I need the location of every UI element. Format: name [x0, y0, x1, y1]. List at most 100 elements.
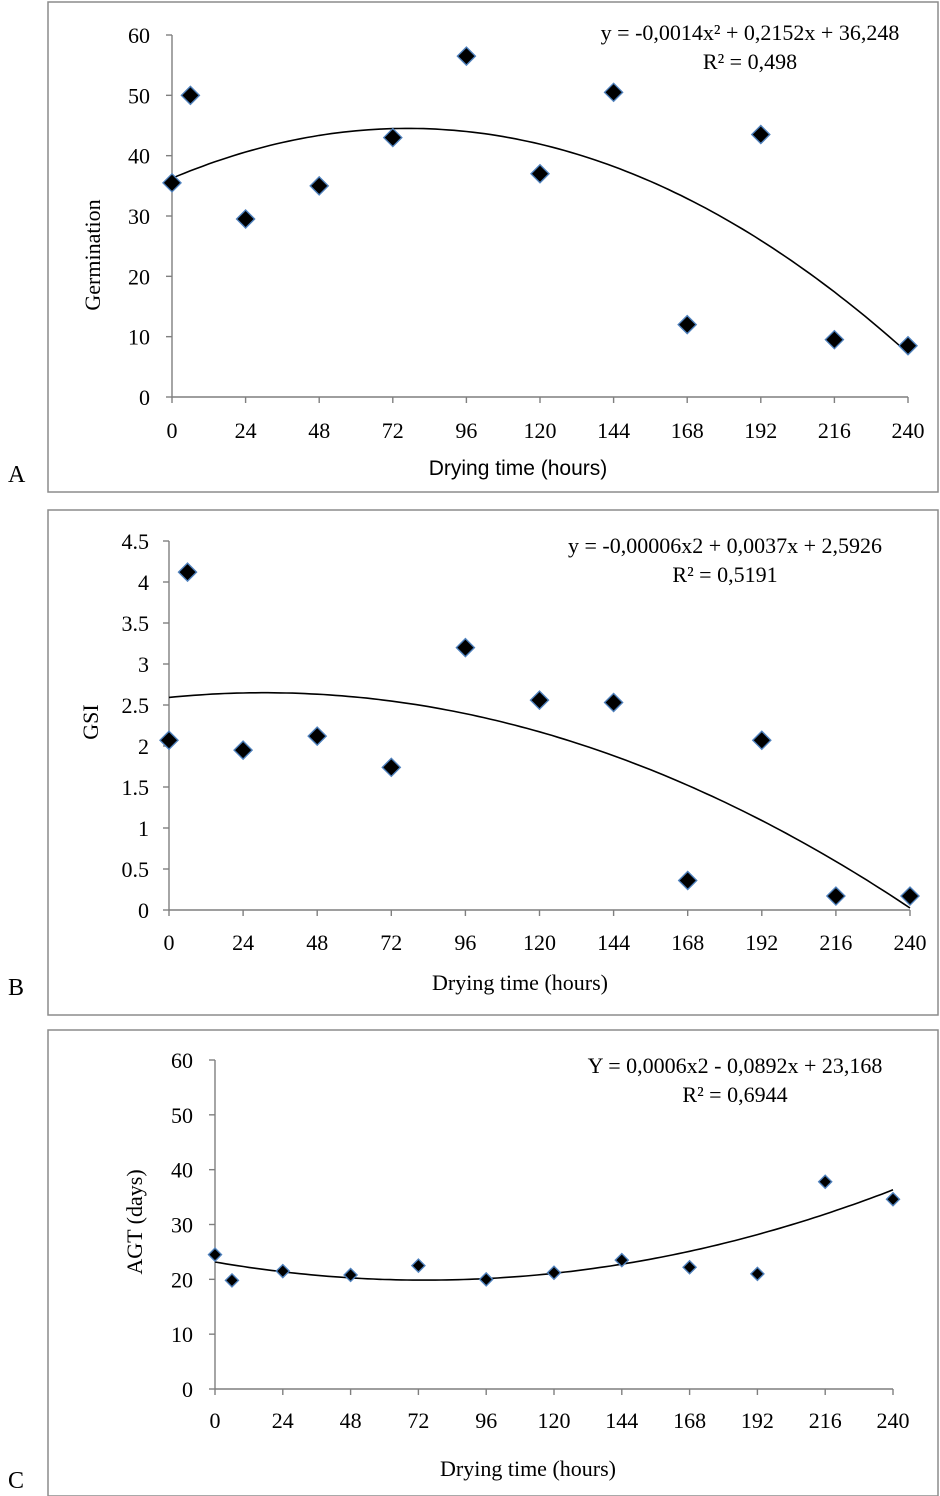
panel-b-y-tick-label: 4.5	[122, 529, 150, 554]
panel-c-x-tick-label: 192	[741, 1408, 774, 1433]
panel-b-data-point	[751, 730, 772, 751]
panel-b-y-tick-label: 0.5	[122, 857, 150, 882]
panel-b-x-tick-label: 72	[380, 930, 402, 955]
panel-b-y-axis-title: GSI	[78, 704, 103, 739]
panel-c-y-tick-label: 10	[171, 1322, 193, 1347]
panel-a: A y = -0,0014x² + 0,2152x + 36,248 R² = …	[8, 1, 939, 493]
panel-b-y-tick-label: 1	[138, 816, 149, 841]
panel-c-x-tick-label: 168	[673, 1408, 706, 1433]
panel-b-data-point	[455, 637, 476, 658]
panel-a-x-axis-title: Drying time (hours)	[429, 457, 608, 480]
panel-a-border	[47, 1, 939, 493]
panel-a-x-tick-label: 120	[524, 418, 557, 443]
panel-b-x-tick-label: 192	[745, 930, 778, 955]
panel-c-data-point	[817, 1174, 833, 1190]
panel-c-r-squared: R² = 0,6944	[682, 1082, 787, 1107]
panel-b-data-point	[381, 757, 402, 778]
panel-b-trend-equation: y = -0,00006x2 + 0,0037x + 2,5926	[568, 533, 882, 558]
panel-c-border	[47, 1029, 939, 1496]
panel-a-y-tick-label: 40	[128, 144, 150, 169]
panel-c-y-tick-label: 30	[171, 1213, 193, 1238]
panel-b-x-tick-label: 24	[232, 930, 254, 955]
panel-a-data-point	[750, 124, 771, 145]
panel-b-x-tick-label: 216	[819, 930, 852, 955]
panel-c-x-tick-label: 0	[210, 1408, 221, 1433]
panel-c-data-point	[614, 1252, 630, 1268]
panel-b-data-point	[825, 886, 846, 907]
panel-a-data-point	[180, 85, 201, 106]
panel-a-data-point	[456, 46, 477, 67]
panel-b-y-tick-label: 3	[138, 652, 149, 677]
panel-c-data-point	[275, 1263, 291, 1279]
panel-b-trendline	[168, 691, 911, 909]
panel-b-data-point	[233, 740, 254, 761]
panel-c-y-tick-label: 20	[171, 1267, 193, 1292]
panel-c-y-tick-label: 0	[182, 1377, 193, 1402]
panel-b-y-tick-label: 1.5	[122, 775, 150, 800]
panel-c-y-axis-title: AGT (days)	[122, 1169, 147, 1274]
panel-a-data-point	[530, 163, 550, 184]
panel-b-r-squared: R² = 0,5191	[672, 562, 777, 587]
panel-b-y-tick-label: 2	[138, 734, 149, 759]
panel-c-data-point	[682, 1259, 698, 1275]
panel-a-y-tick-label: 30	[128, 204, 150, 229]
panel-c-data-point	[343, 1267, 359, 1283]
panel-b-x-tick-label: 120	[523, 930, 556, 955]
panel-a-x-tick-label: 48	[308, 418, 330, 443]
panel-a-data-point	[677, 314, 698, 335]
panel-a-trendline	[171, 127, 909, 354]
panel-c-x-tick-label: 72	[407, 1408, 429, 1433]
panel-b-y-tick-label: 4	[138, 570, 149, 595]
panel-b-data-point	[177, 562, 198, 583]
panel-b-data-point	[677, 870, 698, 891]
panel-a-data-point	[382, 127, 403, 148]
panel-c-data-point	[546, 1265, 562, 1281]
panel-a-x-tick-label: 0	[167, 418, 178, 443]
panel-c-y-tick-label: 40	[171, 1158, 193, 1183]
panel-b-x-tick-label: 168	[671, 930, 704, 955]
panel-a-x-tick-label: 216	[818, 418, 851, 443]
panel-b-x-tick-label: 96	[454, 930, 476, 955]
panel-a-letter: A	[8, 462, 26, 488]
panel-a-x-tick-label: 240	[892, 418, 925, 443]
panel-b-x-axis-title: Drying time (hours)	[432, 970, 608, 995]
panel-a-data-point	[898, 335, 918, 356]
panel-a-x-tick-label: 144	[597, 418, 630, 443]
panel-c-x-tick-label: 216	[809, 1408, 842, 1433]
panel-c-trend-equation: Y = 0,0006x2 - 0,0892x + 23,168	[588, 1053, 883, 1078]
panel-a-data-point	[162, 172, 182, 193]
panel-a-y-tick-label: 60	[128, 23, 150, 48]
panel-a-r-squared: R² = 0,498	[703, 49, 797, 74]
panel-a-y-tick-label: 0	[139, 385, 150, 410]
panel-c-data-point	[207, 1247, 223, 1263]
panel-a-data-point	[824, 329, 845, 350]
panel-b-data-point	[603, 692, 624, 713]
panel-a-data-point	[235, 209, 256, 230]
panel-c-x-tick-label: 48	[340, 1408, 362, 1433]
panel-b-y-tick-label: 0	[138, 898, 149, 923]
panel-a-x-tick-label: 96	[455, 418, 477, 443]
panel-c-data-point	[410, 1258, 426, 1274]
panel-a-x-tick-label: 192	[744, 418, 777, 443]
panel-c-x-axis-title: Drying time (hours)	[440, 1456, 616, 1481]
panel-c-data-point	[224, 1272, 240, 1288]
panel-c-x-tick-label: 96	[475, 1408, 497, 1433]
panel-a-data-point	[309, 175, 330, 196]
panel-b-x-tick-label: 144	[597, 930, 630, 955]
panel-b: B y = -0,00006x2 + 0,0037x + 2,5926 R² =…	[8, 509, 939, 1016]
panel-b-border	[47, 509, 939, 1016]
panel-b-x-tick-label: 240	[894, 930, 927, 955]
panel-b-data-point	[529, 690, 550, 711]
panel-c-x-tick-label: 120	[538, 1408, 571, 1433]
panel-c-x-tick-label: 240	[877, 1408, 910, 1433]
panel-b-y-tick-label: 2.5	[122, 693, 150, 718]
panel-c: C Y = 0,0006x2 - 0,0892x + 23,168 R² = 0…	[8, 1029, 939, 1496]
panel-c-x-tick-label: 144	[605, 1408, 638, 1433]
panel-c-data-point	[749, 1266, 765, 1282]
panel-b-x-tick-label: 48	[306, 930, 328, 955]
panel-c-x-tick-label: 24	[272, 1408, 294, 1433]
panel-b-data-point	[900, 886, 920, 907]
panel-c-y-tick-label: 50	[171, 1103, 193, 1128]
panel-b-x-tick-label: 0	[164, 930, 175, 955]
